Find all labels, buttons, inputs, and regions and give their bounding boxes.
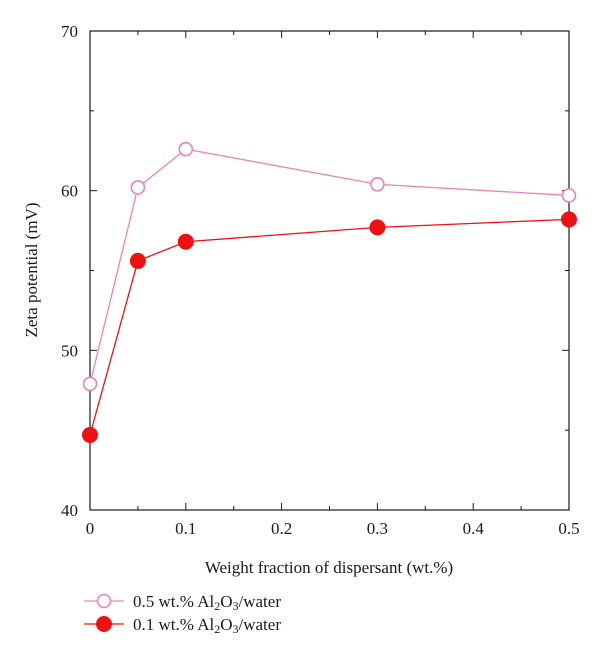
plot-frame bbox=[89, 30, 570, 511]
legend-text-part: O bbox=[220, 592, 232, 611]
data-point bbox=[82, 376, 98, 392]
legend-label: 0.5 wt.% Al2O3/water bbox=[133, 592, 281, 613]
legend-subscript: 3 bbox=[233, 622, 239, 636]
y-tick-label: 60 bbox=[61, 182, 78, 201]
legend-subscript: 2 bbox=[214, 599, 220, 613]
y-tick-label: 50 bbox=[61, 341, 78, 360]
x-tick-label: 0.5 bbox=[558, 519, 579, 538]
data-point bbox=[177, 233, 194, 250]
x-tick-label: 0.4 bbox=[463, 519, 485, 538]
y-tick-label: 70 bbox=[61, 22, 78, 41]
data-point bbox=[178, 141, 194, 157]
legend-text-part: /water bbox=[239, 592, 282, 611]
x-tick-label: 0.3 bbox=[367, 519, 388, 538]
legend-text-part: 0.1 wt.% Al bbox=[133, 615, 215, 634]
legend-text-part: O bbox=[220, 615, 232, 634]
series-line-1 bbox=[89, 218, 570, 436]
legend-label: 0.1 wt.% Al2O3/water bbox=[133, 615, 281, 636]
y-axis-title: Zeta potential (mV) bbox=[22, 202, 41, 337]
x-axis-ticks: 0 0.1 0.2 0.3 0.4 0.5 bbox=[86, 31, 580, 538]
x-tick-label: 0.2 bbox=[271, 519, 292, 538]
data-point bbox=[370, 176, 385, 192]
y-tick-label: 40 bbox=[61, 501, 78, 520]
x-tick-label: 0 bbox=[86, 519, 95, 538]
data-point bbox=[130, 180, 146, 195]
data-point bbox=[561, 188, 577, 203]
legend-marker bbox=[96, 593, 112, 609]
x-axis-title: Weight fraction of dispersant (wt.%) bbox=[205, 558, 453, 577]
legend-marker bbox=[96, 616, 112, 632]
legend-text-part: /water bbox=[239, 615, 282, 634]
y-axis-ticks: 40 50 60 70 bbox=[61, 22, 569, 520]
data-point bbox=[129, 252, 146, 269]
x-tick-label: 0.1 bbox=[175, 519, 196, 538]
data-point bbox=[561, 211, 577, 228]
legend-subscript: 2 bbox=[214, 622, 220, 636]
data-point bbox=[82, 426, 98, 443]
legend-text-part: 0.5 wt.% Al bbox=[133, 592, 215, 611]
series-line-0 bbox=[89, 148, 570, 385]
legend-subscript: 3 bbox=[233, 599, 239, 613]
series-layer bbox=[82, 141, 577, 443]
data-point bbox=[369, 219, 386, 236]
